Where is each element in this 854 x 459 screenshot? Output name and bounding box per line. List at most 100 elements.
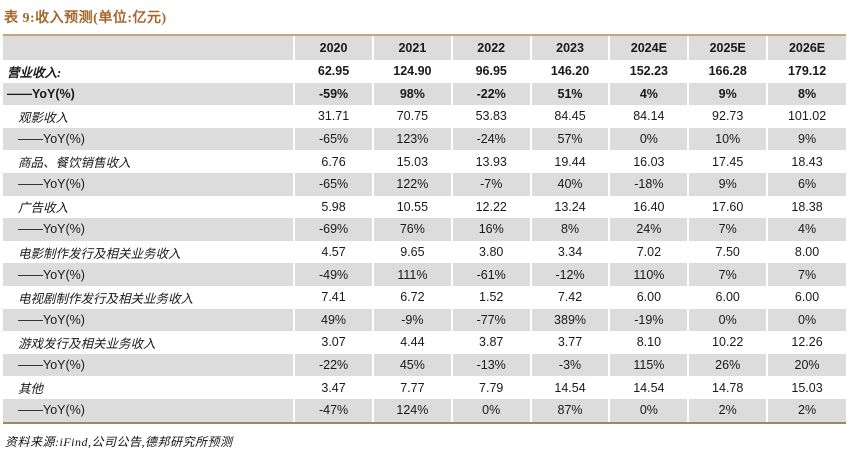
value-cell: 10% xyxy=(687,127,768,151)
value-cell: 15.03 xyxy=(766,376,846,399)
value-cell: 8% xyxy=(766,82,846,106)
value-cell: -61% xyxy=(450,263,531,286)
value-cell: 152.23 xyxy=(608,60,689,83)
value-cell: 13.93 xyxy=(450,150,531,173)
row-label: 游戏发行及相关业务收入 xyxy=(18,336,156,351)
table-title: 表 9:收入预测(单位:亿元) xyxy=(4,11,167,26)
value-cell: 166.28 xyxy=(687,60,768,83)
value-cell: 4.44 xyxy=(371,331,452,354)
value-cell: -65% xyxy=(293,172,373,196)
value-cell: 124% xyxy=(371,398,452,424)
value-cell: -12% xyxy=(529,263,610,286)
value-cell: -7% xyxy=(450,172,531,196)
revenue-row: 商品、餐饮销售收入 6.76 15.03 13.93 19.44 16.03 17.45 18… xyxy=(3,150,846,173)
value-cell: 9.65 xyxy=(371,240,452,264)
value-cell: -24% xyxy=(450,127,531,151)
row-label: 观影收入 xyxy=(18,110,69,125)
value-cell: 110% xyxy=(608,263,689,286)
value-cell: 70.75 xyxy=(371,105,452,128)
revenue-row: 游戏发行及相关业务收入 3.07 4.44 3.87 3.77 8.10 10.22 12.2… xyxy=(3,331,846,354)
value-cell: 4% xyxy=(608,82,689,106)
value-cell: -13% xyxy=(450,353,531,377)
source-note: 资料来源:iFind,公司公告,德邦研究所预测 xyxy=(5,434,233,449)
value-cell: 7.79 xyxy=(450,376,531,399)
value-cell: 0% xyxy=(608,127,689,151)
column-header-2025E: 2025E xyxy=(687,34,768,60)
value-cell: 7% xyxy=(766,263,846,286)
column-header-2020: 2020 xyxy=(293,34,373,60)
row-label: ——YoY(%) xyxy=(3,398,295,424)
value-cell: 4% xyxy=(766,218,846,241)
value-cell: 179.12 xyxy=(766,60,846,83)
row-label: ——YoY(%) xyxy=(7,86,75,101)
value-cell: 20% xyxy=(766,353,846,377)
value-cell: 84.45 xyxy=(529,105,610,128)
value-cell: 123% xyxy=(371,127,452,151)
value-cell: 146.20 xyxy=(529,60,610,83)
value-cell: 2% xyxy=(687,398,768,424)
value-cell: 26% xyxy=(687,353,768,377)
value-cell: 0% xyxy=(766,308,846,332)
yoy-row: ——YoY(%) -65% 122% -7% 40% -18% 9% 6% xyxy=(3,172,846,196)
value-cell: 18.38 xyxy=(766,195,846,219)
value-cell: 3.34 xyxy=(529,240,610,264)
value-cell: -19% xyxy=(608,308,689,332)
value-cell: -22% xyxy=(293,353,373,377)
yoy-row: ——YoY(%) -49% 111% -61% -12% 110% 7% 7% xyxy=(3,263,846,286)
row-label: ——YoY(%) xyxy=(18,222,85,237)
value-cell: 7.77 xyxy=(371,376,452,399)
value-cell: 7.42 xyxy=(529,285,610,309)
value-cell: 17.60 xyxy=(687,195,768,219)
value-cell: -9% xyxy=(371,308,452,332)
value-cell: -59% xyxy=(293,82,373,106)
value-cell: 3.80 xyxy=(450,240,531,264)
column-header-2024E: 2024E xyxy=(608,34,689,60)
value-cell: 31.71 xyxy=(293,105,373,128)
row-label: 电影制作发行及相关业务收入 xyxy=(18,246,181,261)
column-header-2021: 2021 xyxy=(371,34,452,60)
value-cell: 1.52 xyxy=(450,285,531,309)
value-cell: 6% xyxy=(766,172,846,196)
revenue-row: 营业收入: 62.95 124.90 96.95 146.20 152.23 166.28 1… xyxy=(3,60,846,83)
value-cell: 124.90 xyxy=(371,60,452,83)
value-cell: 6.00 xyxy=(608,285,689,309)
value-cell: 62.95 xyxy=(293,60,373,83)
value-cell: -18% xyxy=(608,172,689,196)
revenue-row: 其他 3.47 7.77 7.79 14.54 14.54 14.78 15.03 xyxy=(3,376,846,399)
value-cell: 96.95 xyxy=(450,60,531,83)
value-cell: 3.87 xyxy=(450,331,531,354)
value-cell: 3.77 xyxy=(529,331,610,354)
value-cell: -47% xyxy=(293,398,373,424)
row-label: ——YoY(%) xyxy=(18,132,85,147)
value-cell: 92.73 xyxy=(687,105,768,128)
value-cell: 7% xyxy=(687,263,768,286)
value-cell: 111% xyxy=(371,263,452,286)
value-cell: -49% xyxy=(293,263,373,286)
value-cell: 16.03 xyxy=(608,150,689,173)
row-label: ——YoY(%) xyxy=(18,358,85,373)
yoy-row: ——YoY(%) -22% 45% -13% -3% 115% 26% 20% xyxy=(3,353,846,377)
value-cell: 7.02 xyxy=(608,240,689,264)
value-cell: 19.44 xyxy=(529,150,610,173)
value-cell: 84.14 xyxy=(608,105,689,128)
row-label: 广告收入 xyxy=(18,201,69,216)
value-cell: 0% xyxy=(687,308,768,332)
value-cell: 2% xyxy=(766,398,846,424)
revenue-forecast-table: 2020 2021 2022 2023 2024E 2025E 2026E 营业收入: 62.… xyxy=(3,34,846,424)
value-cell: 16.40 xyxy=(608,195,689,219)
revenue-row: 广告收入 5.98 10.55 12.22 13.24 16.40 17.60 18.38 xyxy=(3,195,846,219)
value-cell: 9% xyxy=(687,172,768,196)
yoy-row: ——YoY(%) -65% 123% -24% 57% 0% 10% 9% xyxy=(3,127,846,151)
value-cell: 0% xyxy=(608,398,689,424)
value-cell: 87% xyxy=(529,398,610,424)
value-cell: 53.83 xyxy=(450,105,531,128)
row-label: ——YoY(%) xyxy=(18,267,85,282)
value-cell: 10.22 xyxy=(687,331,768,354)
revenue-row: 观影收入 31.71 70.75 53.83 84.45 84.14 92.73 101.02 xyxy=(3,105,846,128)
value-cell: 5.98 xyxy=(293,195,373,219)
value-cell: 8% xyxy=(529,218,610,241)
value-cell: 40% xyxy=(529,172,610,196)
yoy-row: ——YoY(%) 49% -9% -77% 389% -19% 0% 0% xyxy=(3,308,846,332)
value-cell: 6.72 xyxy=(371,285,452,309)
column-header-2026E: 2026E xyxy=(766,34,846,60)
